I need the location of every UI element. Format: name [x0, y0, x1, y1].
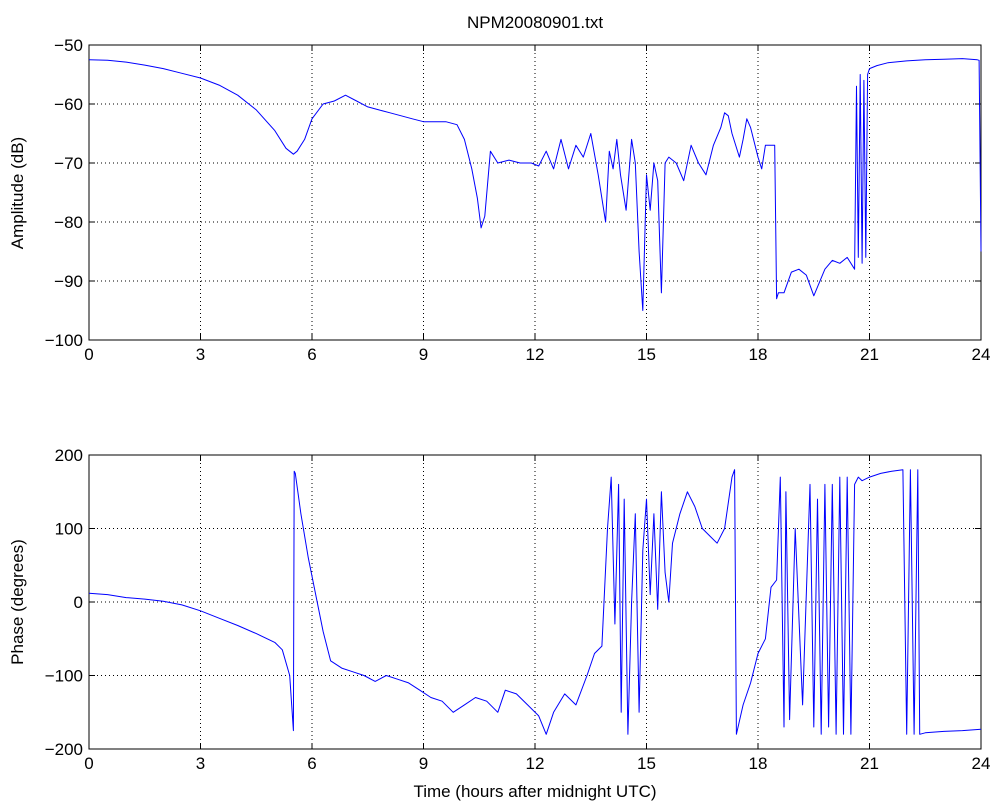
phase-ticks [88, 454, 982, 750]
phase-panel: 0 3 6 9 12 15 18 21 24 200 100 0 −100 −200 Time (hour… [8, 446, 990, 801]
phase-x-tick-label: 9 [419, 754, 428, 773]
amplitude-panel: 0 3 6 9 12 15 18 21 24 −50 −60 −70 −80 −90 −100 NPM200… [8, 13, 990, 364]
phase-x-tick-label: 0 [84, 754, 93, 773]
amplitude-y-tick-label: −100 [45, 331, 83, 350]
phase-x-tick-label: 18 [749, 754, 768, 773]
amplitude-x-tick-label: 6 [307, 345, 316, 364]
phase-x-tick-label: 24 [972, 754, 991, 773]
phase-y-axis-label: Phase (degrees) [8, 539, 27, 665]
amplitude-y-axis-label: Amplitude (dB) [8, 137, 27, 249]
amplitude-x-tick-label: 15 [637, 345, 656, 364]
amplitude-y-tick-label: −50 [54, 36, 83, 55]
phase-y-tick-label: 0 [74, 593, 83, 612]
amplitude-x-tick-label: 9 [419, 345, 428, 364]
phase-y-tick-label: −100 [45, 667, 83, 686]
amplitude-grid [89, 45, 981, 340]
amplitude-tick-labels: 0 3 6 9 12 15 18 21 24 −50 −60 −70 −80 −90 −100 [45, 36, 991, 364]
phase-y-tick-label: 200 [55, 446, 83, 465]
amplitude-x-tick-label: 21 [860, 345, 879, 364]
amplitude-plot-area [88, 44, 982, 341]
amplitude-x-tick-label: 0 [84, 345, 93, 364]
amplitude-y-tick-label: −60 [54, 95, 83, 114]
amplitude-y-tick-label: −70 [54, 154, 83, 173]
phase-x-tick-label: 21 [860, 754, 879, 773]
amplitude-y-tick-label: −80 [54, 213, 83, 232]
chart-title: NPM20080901.txt [467, 13, 603, 32]
amplitude-y-tick-label: −90 [54, 272, 83, 291]
phase-x-tick-label: 12 [526, 754, 545, 773]
amplitude-x-tick-label: 12 [526, 345, 545, 364]
amplitude-x-tick-label: 18 [749, 345, 768, 364]
phase-x-tick-label: 6 [307, 754, 316, 773]
amplitude-x-tick-label: 3 [196, 345, 205, 364]
time-x-axis-label: Time (hours after midnight UTC) [413, 782, 656, 801]
amplitude-series-line [88, 58, 982, 311]
amplitude-ticks [88, 44, 982, 341]
amplitude-series [88, 58, 982, 311]
phase-series-line [88, 469, 982, 735]
phase-y-tick-label: 100 [55, 520, 83, 539]
phase-x-tick-label: 15 [637, 754, 656, 773]
amplitude-x-tick-label: 24 [972, 345, 991, 364]
phase-tick-labels: 0 3 6 9 12 15 18 21 24 200 100 0 −100 −200 [45, 446, 991, 773]
phase-y-tick-label: −200 [45, 740, 83, 759]
phase-series [88, 469, 982, 735]
phase-x-tick-label: 3 [196, 754, 205, 773]
phase-grid [89, 455, 981, 749]
